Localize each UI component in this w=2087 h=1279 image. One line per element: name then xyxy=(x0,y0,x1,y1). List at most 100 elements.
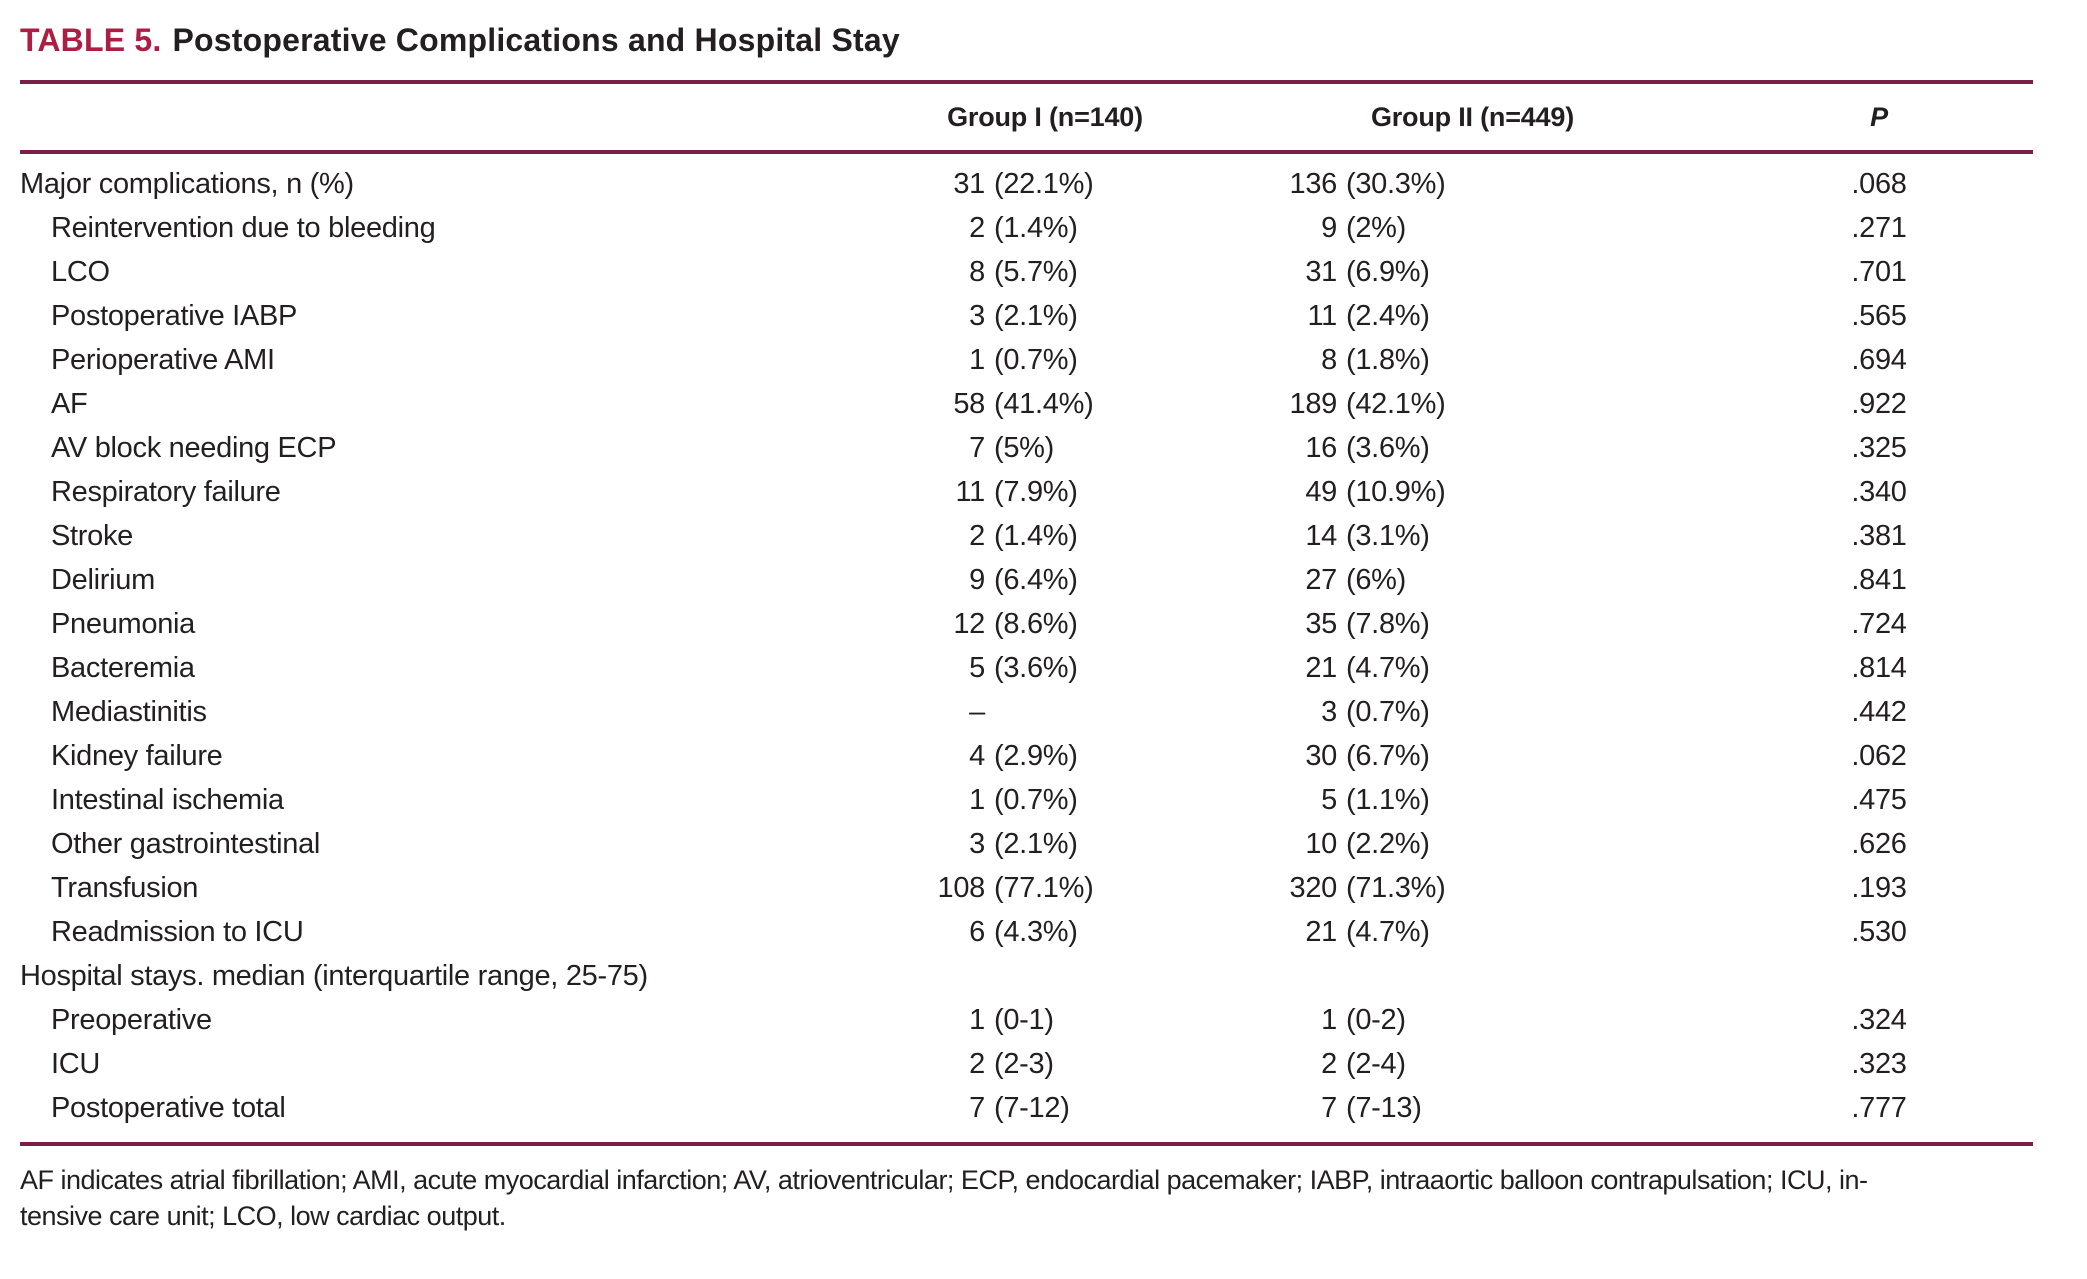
group2-percent: (2.4%) xyxy=(1346,299,1430,332)
group1-count: 3 xyxy=(969,299,985,332)
group2-count: 2 xyxy=(1321,1047,1337,1080)
table-row: Major complications, n (%) 31 (22.1%) 13… xyxy=(20,162,2033,206)
group1-count: 58 xyxy=(953,387,985,420)
group1-percent: (0.7%) xyxy=(994,343,1078,376)
table-row: Pneumonia 12 (8.6%) 35 (7.8%) .724 xyxy=(20,602,2033,646)
table-body: Major complications, n (%) 31 (22.1%) 13… xyxy=(20,154,2033,1142)
p-value-cell: .841 xyxy=(1851,563,1907,596)
row-label: Bacteremia xyxy=(51,651,195,684)
p-value-cell: .381 xyxy=(1851,519,1907,552)
row-label: Transfusion xyxy=(51,871,199,904)
group1-percent: (0.7%) xyxy=(994,783,1078,816)
group2-cell: 35 (7.8%) xyxy=(1220,608,1725,641)
group1-cell: 11 (7.9%) xyxy=(870,476,1220,509)
footnote-line: tensive care unit; LCO, low cardiac outp… xyxy=(20,1201,506,1231)
p-value-cell: .062 xyxy=(1851,739,1907,772)
group1-percent: (5.7%) xyxy=(994,255,1078,288)
table-row: Delirium 9 (6.4%) 27 (6%) .841 xyxy=(20,558,2033,602)
row-label: Stroke xyxy=(51,519,134,552)
row-label: AF xyxy=(51,387,88,420)
table-row: Reintervention due to bleeding 2 (1.4%) … xyxy=(20,206,2033,250)
group1-percent: (6.4%) xyxy=(994,563,1078,596)
group2-count: 7 xyxy=(1321,1091,1337,1124)
p-value-cell: .340 xyxy=(1851,475,1907,508)
group2-cell: 320 (71.3%) xyxy=(1220,872,1725,905)
group1-count: 7 xyxy=(969,431,985,464)
group1-count: 2 xyxy=(969,1047,985,1080)
group2-cell: 31 (6.9%) xyxy=(1220,256,1725,289)
p-value-cell: .442 xyxy=(1851,695,1907,728)
table-title-text: Postoperative Complications and Hospital… xyxy=(172,21,900,58)
group2-count: 16 xyxy=(1305,431,1337,464)
group2-percent: (10.9%) xyxy=(1346,475,1446,508)
table-row: Readmission to ICU 6 (4.3%) 21 (4.7%) .5… xyxy=(20,910,2033,954)
row-label: Hospital stays. median (interquartile ra… xyxy=(20,959,648,992)
row-label: ICU xyxy=(51,1047,101,1080)
group2-cell: 49 (10.9%) xyxy=(1220,476,1725,509)
group1-cell: 3 (2.1%) xyxy=(870,300,1220,333)
row-label: Reintervention due to bleeding xyxy=(51,211,436,244)
footnote-line: AF indicates atrial fibrillation; AMI, a… xyxy=(20,1165,1868,1195)
table-row: Stroke 2 (1.4%) 14 (3.1%) .381 xyxy=(20,514,2033,558)
group2-cell: 10 (2.2%) xyxy=(1220,828,1725,861)
p-value-cell: .068 xyxy=(1851,167,1907,200)
group2-count: 27 xyxy=(1305,563,1337,596)
group1-percent: (0-1) xyxy=(994,1003,1054,1036)
group2-cell: 1 (0-2) xyxy=(1220,1004,1725,1037)
group2-cell: 14 (3.1%) xyxy=(1220,520,1725,553)
group2-percent: (7-13) xyxy=(1346,1091,1422,1124)
table-row: Postoperative total 7 (7-12) 7 (7-13) .7… xyxy=(20,1086,2033,1130)
group1-count: 5 xyxy=(969,651,985,684)
group1-count: 11 xyxy=(955,475,985,508)
group2-count: 31 xyxy=(1305,255,1337,288)
group1-percent: (4.3%) xyxy=(994,915,1078,948)
group2-cell: 11 (2.4%) xyxy=(1220,300,1725,333)
group1-percent: (3.6%) xyxy=(994,651,1078,684)
table-row: Other gastrointestinal 3 (2.1%) 10 (2.2%… xyxy=(20,822,2033,866)
p-value-cell: .193 xyxy=(1851,871,1907,904)
group1-cell: 7 (5%) xyxy=(870,432,1220,465)
row-label: AV block needing ECP xyxy=(51,431,337,464)
p-value-cell: .565 xyxy=(1851,299,1907,332)
p-value-cell: .271 xyxy=(1851,211,1907,244)
group2-count: 3 xyxy=(1321,695,1337,728)
table-row: AV block needing ECP 7 (5%) 16 (3.6%) .3… xyxy=(20,426,2033,470)
group1-count: 2 xyxy=(969,211,985,244)
table-row: Preoperative 1 (0-1) 1 (0-2) .324 xyxy=(20,998,2033,1042)
p-value-cell: .814 xyxy=(1851,651,1907,684)
group1-count: 12 xyxy=(953,607,985,640)
group1-percent: (8.6%) xyxy=(994,607,1078,640)
group1-count: 1 xyxy=(969,1003,985,1036)
footnote: AF indicates atrial fibrillation; AMI, a… xyxy=(20,1162,2033,1234)
group2-cell: 16 (3.6%) xyxy=(1220,432,1725,465)
group1-percent: (7.9%) xyxy=(994,475,1078,508)
group1-percent: (2-3) xyxy=(994,1047,1054,1080)
p-value-cell: .724 xyxy=(1851,607,1907,640)
group1-percent: (1.4%) xyxy=(994,211,1078,244)
table-row: Kidney failure 4 (2.9%) 30 (6.7%) .062 xyxy=(20,734,2033,778)
table: TABLE 5. Postoperative Complications and… xyxy=(20,0,2033,1234)
p-value-cell: .530 xyxy=(1851,915,1907,948)
group1-percent: (7-12) xyxy=(994,1091,1070,1124)
group1-count: 2 xyxy=(969,519,985,552)
row-label: Pneumonia xyxy=(51,607,196,640)
group2-cell: 2 (2-4) xyxy=(1220,1048,1725,1081)
group2-percent: (2-4) xyxy=(1346,1047,1406,1080)
group2-cell: 9 (2%) xyxy=(1220,212,1725,245)
group2-count: 35 xyxy=(1305,607,1337,640)
group1-percent: (41.4%) xyxy=(994,387,1094,420)
header-rule xyxy=(20,150,2033,154)
group1-cell: 3 (2.1%) xyxy=(870,828,1220,861)
row-label: Postoperative IABP xyxy=(51,299,298,332)
group2-percent: (3.6%) xyxy=(1346,431,1430,464)
p-value-cell: .475 xyxy=(1851,783,1907,816)
group1-cell: 31 (22.1%) xyxy=(870,168,1220,201)
group2-cell: 8 (1.8%) xyxy=(1220,344,1725,377)
group1-count: 6 xyxy=(969,915,985,948)
group1-cell: 12 (8.6%) xyxy=(870,608,1220,641)
group1-percent: (22.1%) xyxy=(994,167,1094,200)
table-row: Postoperative IABP 3 (2.1%) 11 (2.4%) .5… xyxy=(20,294,2033,338)
group2-cell: 7 (7-13) xyxy=(1220,1092,1725,1125)
group2-cell: 189 (42.1%) xyxy=(1220,388,1725,421)
row-label: LCO xyxy=(51,255,110,288)
